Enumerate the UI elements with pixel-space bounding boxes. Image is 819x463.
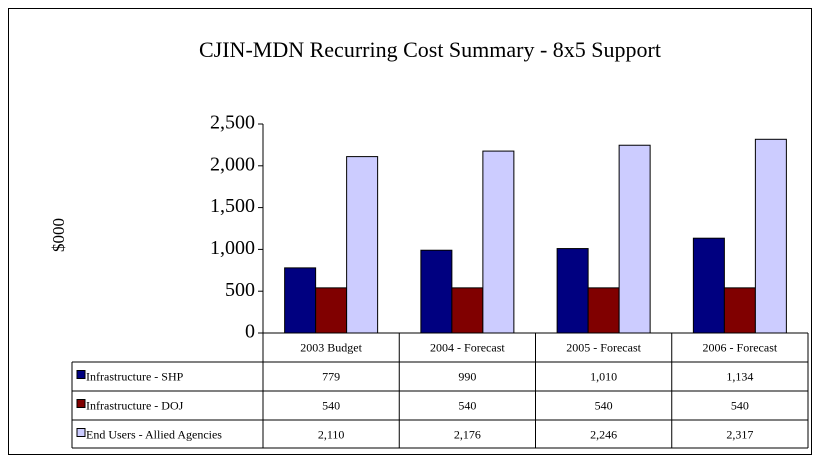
x-tick-label: 2004 - Forecast bbox=[430, 340, 505, 354]
legend-label: End Users - Allied Agencies bbox=[86, 427, 222, 441]
table-value: 990 bbox=[458, 369, 476, 383]
x-tick-label: 2005 - Forecast bbox=[566, 340, 641, 354]
bar bbox=[754, 138, 787, 334]
bar bbox=[420, 249, 453, 334]
legend-label: Infrastructure - SHP bbox=[86, 369, 184, 383]
y-tick-label: 0 bbox=[245, 321, 255, 343]
y-tick-label: 2,000 bbox=[210, 153, 255, 175]
y-axis-label: $000 bbox=[49, 218, 68, 252]
bar bbox=[346, 156, 379, 334]
bar bbox=[315, 287, 348, 334]
table-value: 540 bbox=[322, 398, 340, 412]
bar bbox=[556, 248, 589, 334]
legend-swatch bbox=[76, 428, 86, 437]
bar bbox=[723, 287, 756, 334]
bar bbox=[482, 150, 515, 334]
table-value: 779 bbox=[322, 369, 340, 383]
bar bbox=[451, 287, 484, 334]
legend-swatch bbox=[76, 370, 86, 379]
legend-swatch bbox=[76, 399, 86, 408]
y-tick-label: 1,000 bbox=[210, 237, 255, 259]
table-value: 1,010 bbox=[590, 369, 617, 383]
bar bbox=[587, 287, 620, 334]
bar bbox=[692, 237, 725, 334]
x-tick-label: 2003 Budget bbox=[300, 340, 362, 354]
y-tick-label: 500 bbox=[225, 279, 255, 301]
x-tick-label: 2006 - Forecast bbox=[703, 340, 778, 354]
table-value: 2,176 bbox=[454, 427, 481, 441]
table-value: 2,246 bbox=[590, 427, 617, 441]
legend-label: Infrastructure - DOJ bbox=[86, 398, 184, 412]
y-tick-label: 1,500 bbox=[210, 195, 255, 217]
table-value: 540 bbox=[595, 398, 613, 412]
table-value: 2,110 bbox=[318, 427, 345, 441]
table-value: 540 bbox=[731, 398, 749, 412]
y-tick-label: 2,500 bbox=[210, 112, 255, 134]
table-value: 2,317 bbox=[726, 427, 753, 441]
table-value: 540 bbox=[458, 398, 476, 412]
chart-frame bbox=[8, 8, 812, 455]
chart-title: CJIN-MDN Recurring Cost Summary - 8x5 Su… bbox=[199, 37, 661, 62]
bar bbox=[284, 267, 317, 334]
bar bbox=[618, 144, 651, 334]
table-value: 1,134 bbox=[726, 369, 753, 383]
